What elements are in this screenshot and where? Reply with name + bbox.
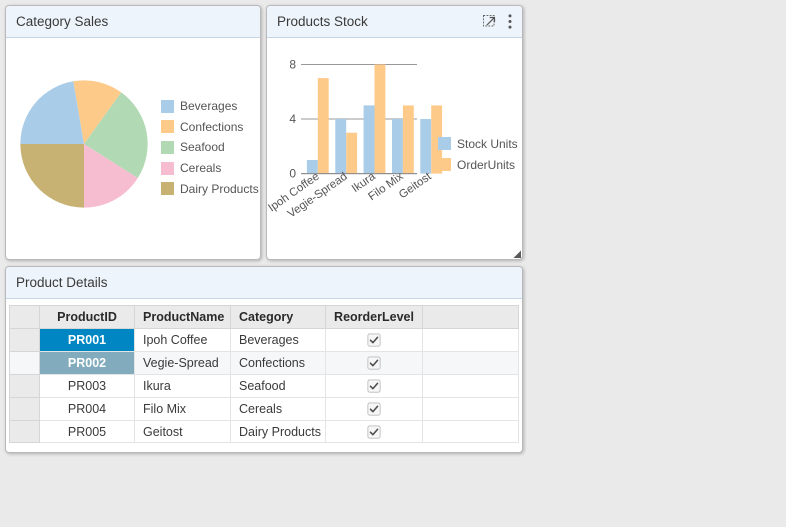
svg-text:8: 8	[289, 58, 296, 72]
svg-text:4: 4	[289, 112, 296, 126]
svg-text:Geitost: Geitost	[397, 170, 434, 201]
svg-text:0: 0	[289, 167, 296, 181]
